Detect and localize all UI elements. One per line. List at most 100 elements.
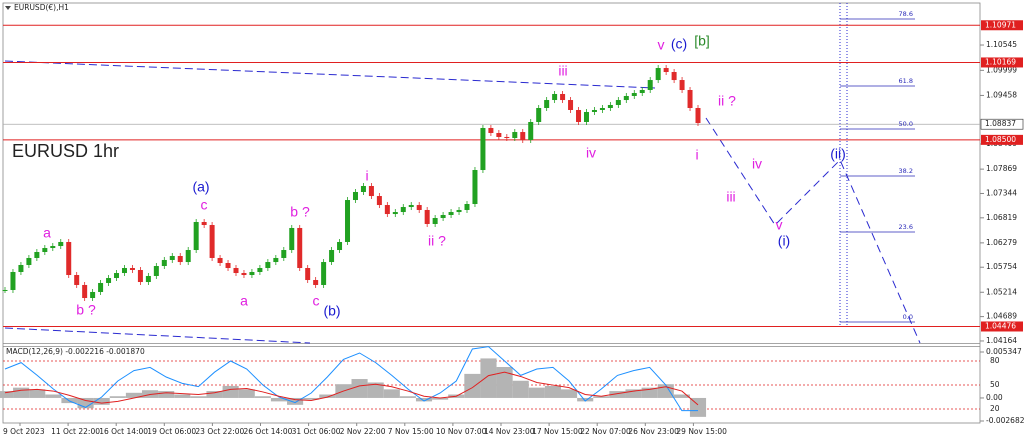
candle: [265, 262, 271, 269]
candle: [424, 209, 430, 224]
candle: [34, 252, 40, 258]
candle: [225, 262, 231, 269]
histogram-bar: [561, 389, 578, 398]
wave-label: (b): [323, 303, 340, 319]
histogram-bar: [383, 389, 400, 398]
candle: [10, 271, 16, 290]
candle: [42, 248, 48, 253]
candle: [416, 205, 422, 210]
candle: [472, 170, 478, 205]
price-tag: [981, 57, 1023, 68]
candle: [480, 127, 486, 171]
candle: [18, 264, 24, 272]
wave-label: i: [365, 168, 368, 184]
candle: [2, 289, 8, 291]
candle: [504, 136, 510, 139]
trendline: [4, 327, 311, 344]
x-tick-label: 11 Oct 22:00: [51, 427, 100, 436]
wave-label: iii: [558, 63, 567, 79]
last-price-tag: [980, 118, 1024, 130]
candle: [50, 246, 56, 249]
candle: [217, 257, 223, 263]
candle: [289, 227, 295, 251]
histogram-bar: [528, 387, 545, 398]
candle: [679, 80, 685, 91]
x-tick-label: 23 Oct 22:00: [195, 427, 244, 436]
fib-label: 61.8: [899, 77, 913, 85]
candle: [599, 107, 605, 110]
x-tick-label: 22 Nov 07:00: [580, 427, 631, 436]
candle: [106, 278, 112, 283]
candle: [647, 80, 653, 91]
wave-label: c: [201, 197, 208, 213]
candle: [233, 268, 239, 274]
fib-label: 23.6: [899, 223, 913, 231]
histogram-bar: [158, 391, 175, 398]
candle: [488, 127, 494, 133]
fib-label: 0.0: [903, 313, 913, 321]
candle: [400, 207, 406, 213]
candle: [639, 90, 645, 94]
y-tick-label: 0.00: [986, 393, 1003, 402]
x-tick-label: 26 Oct 14:00: [244, 427, 293, 436]
histogram-bar: [206, 391, 223, 398]
candle: [58, 241, 64, 247]
candle: [671, 72, 677, 81]
candle: [161, 259, 167, 267]
histogram-bar: [254, 396, 271, 398]
price-tag-label: 1.08500: [985, 135, 1016, 144]
x-tick-label: 31 Oct 06:00: [292, 427, 341, 436]
histogram-bar: [222, 385, 239, 398]
histogram-bar: [496, 367, 513, 398]
candle: [129, 268, 135, 270]
histogram-bar: [593, 396, 610, 398]
candle: [384, 205, 390, 215]
histogram-bar: [93, 397, 110, 405]
histogram-bar: [29, 389, 46, 398]
x-tick-label: 29 Nov 15:00: [676, 427, 727, 436]
histogram-bar: [45, 394, 62, 398]
wave-label: (a): [192, 179, 209, 195]
candle: [281, 250, 287, 258]
candle: [360, 186, 366, 192]
candle: [576, 109, 582, 123]
candle: [655, 68, 661, 81]
wave-label: (ii): [830, 146, 846, 162]
candle: [114, 273, 120, 279]
candle: [241, 273, 247, 276]
y-tick-label: 1.05754: [986, 262, 1017, 271]
wave-label: iii: [726, 189, 735, 205]
candle: [305, 268, 311, 281]
wave-label: iv: [752, 156, 762, 172]
wave-label: c: [313, 293, 320, 309]
last-price-label: 1.08837: [985, 119, 1016, 128]
y2-tick-label: 20: [990, 404, 1000, 413]
x-tick-label: 14 Nov 23:00: [484, 427, 535, 436]
wave-label: b ?: [290, 204, 310, 220]
candle: [90, 291, 96, 299]
candle: [456, 209, 462, 213]
price-tag: [981, 20, 1023, 31]
wave-label: v: [776, 217, 783, 233]
y-tick-label: 1.07344: [986, 188, 1017, 197]
candle: [568, 100, 574, 110]
wave-label: a: [240, 293, 248, 309]
y-tick-label: 1.06819: [986, 213, 1017, 222]
x-tick-label: 17 Nov 15:00: [532, 427, 583, 436]
y-tick-label: 1.06279: [986, 238, 1017, 247]
candle: [583, 111, 589, 123]
candle: [137, 269, 143, 283]
histogram-bar: [287, 397, 304, 405]
candle: [74, 275, 80, 285]
y-tick-label: -0.002682: [986, 416, 1024, 425]
candle: [121, 268, 127, 274]
fib-label: 50.0: [899, 120, 913, 128]
trendline: [4, 60, 656, 89]
candle: [313, 280, 319, 285]
candle: [615, 100, 621, 105]
y2-tick-label: 50: [990, 380, 1000, 389]
candle: [82, 284, 88, 299]
candle: [687, 90, 693, 108]
